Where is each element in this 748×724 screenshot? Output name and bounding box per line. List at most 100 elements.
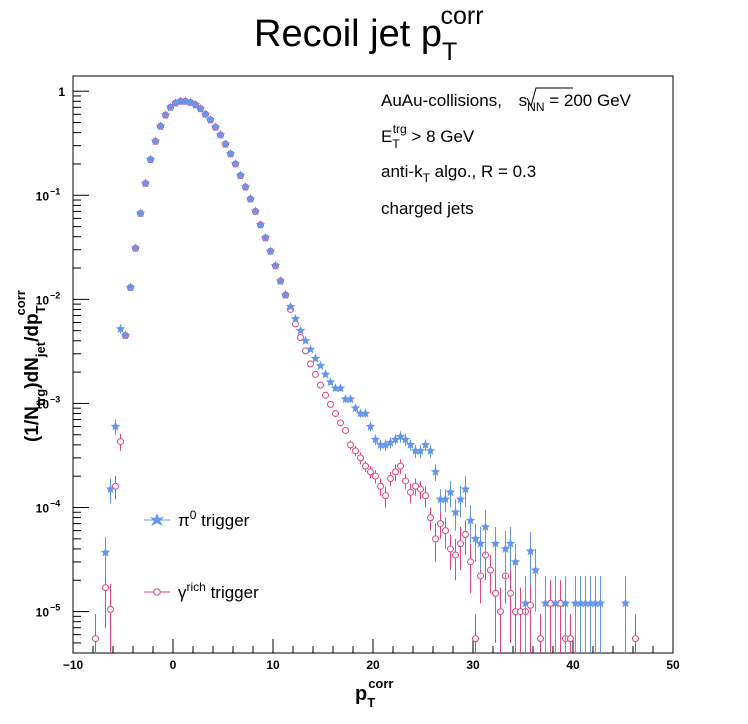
data-point-star	[175, 96, 186, 106]
data-point-star	[575, 598, 586, 608]
data-point-circle	[472, 635, 479, 643]
data-series	[92, 96, 639, 653]
data-point-star	[210, 122, 221, 132]
y-tick-exponent: −2	[50, 290, 60, 300]
data-point-star	[505, 538, 516, 548]
y-tick-label: 10	[36, 293, 50, 307]
x-tick-label: −10	[63, 658, 84, 672]
circle-marker-icon	[153, 588, 161, 596]
data-point-star	[510, 556, 521, 566]
data-point-star	[130, 243, 141, 253]
data-point-star	[135, 208, 146, 218]
data-point-circle	[312, 370, 319, 378]
annotation-energy-cut: ETtrg > 8 GeV	[381, 122, 475, 151]
annotation-jets: charged jets	[381, 199, 474, 218]
data-point-star	[180, 96, 191, 106]
sqrt-symbol-icon	[526, 87, 573, 108]
data-point-star	[315, 360, 326, 370]
data-point-circle	[497, 608, 504, 616]
data-point-star	[265, 246, 276, 256]
data-point-star	[305, 344, 316, 354]
data-point-star	[235, 170, 246, 180]
data-point-circle	[437, 520, 444, 528]
data-point-circle	[372, 472, 379, 480]
data-point-star	[325, 377, 336, 387]
x-tick-label: 40	[566, 658, 580, 672]
star-marker-icon	[150, 513, 164, 526]
annotation-collisions: AuAu-collisions, sNN = 200 GeV	[381, 91, 632, 114]
data-point-circle	[417, 485, 424, 493]
data-point-circle	[537, 635, 544, 643]
data-point-star	[455, 494, 466, 504]
data-point-circle	[457, 540, 464, 548]
y-tick-exponent: −3	[50, 394, 60, 404]
data-point-star	[190, 99, 201, 109]
data-point-circle	[462, 531, 469, 539]
data-point-circle	[322, 391, 329, 399]
data-point-star	[590, 598, 601, 608]
data-point-circle	[632, 635, 639, 643]
data-point-star	[285, 301, 296, 311]
data-point-star	[425, 445, 436, 455]
data-point-star	[450, 507, 461, 517]
data-point-circle	[107, 605, 114, 613]
data-point-star	[255, 219, 266, 229]
data-point-star	[185, 97, 196, 107]
data-point-star	[165, 102, 176, 112]
data-point-circle	[342, 426, 349, 434]
data-point-star	[470, 533, 481, 543]
y-axis: 110−110−210−310−410−5	[36, 85, 89, 654]
data-point-star	[250, 206, 261, 216]
data-point-circle	[297, 334, 304, 342]
data-point-circle	[442, 527, 449, 535]
data-point-circle	[357, 454, 364, 462]
data-point-circle	[117, 438, 124, 446]
data-point-circle	[422, 492, 429, 500]
data-point-circle	[367, 468, 374, 476]
data-point-star	[360, 408, 371, 418]
data-point-circle	[467, 558, 474, 566]
y-axis-label: (1/Ntrg)dNjet/dpTcorr	[13, 290, 48, 442]
x-axis: −10 0 10 20 30 40 50	[63, 639, 680, 672]
data-point-star	[540, 598, 551, 608]
data-point-star	[435, 494, 446, 504]
data-point-circle	[402, 477, 409, 485]
data-point-star	[460, 484, 471, 494]
data-point-star	[205, 114, 216, 124]
data-point-star	[335, 383, 346, 393]
data-point-circle	[407, 488, 414, 496]
series-pi0	[100, 96, 631, 653]
data-point-star	[400, 434, 411, 444]
data-point-star	[475, 538, 486, 548]
legend-label-pi0: π0 trigger	[178, 508, 250, 530]
data-point-circle	[447, 545, 454, 553]
data-point-star	[100, 547, 111, 557]
data-point-circle	[102, 584, 109, 592]
data-point-star	[420, 439, 431, 449]
annotation-algorithm: anti-kT algo., R = 0.3	[381, 162, 536, 185]
y-tick-label: 10	[36, 606, 50, 620]
data-point-star	[155, 121, 166, 131]
data-point-circle	[432, 535, 439, 543]
data-point-circle	[332, 410, 339, 418]
data-point-star	[125, 282, 136, 292]
data-point-star	[220, 139, 231, 149]
data-point-star	[280, 290, 291, 300]
data-point-star	[200, 109, 211, 119]
data-point-circle	[427, 514, 434, 522]
data-point-star	[215, 129, 226, 139]
x-axis-label: pTcorr	[355, 676, 394, 710]
data-point-circle	[487, 566, 494, 574]
data-point-star	[355, 408, 366, 418]
data-point-star	[390, 434, 401, 444]
data-point-star	[345, 394, 356, 404]
data-point-star	[410, 445, 421, 455]
y-tick-label: 10	[36, 397, 50, 411]
x-tick-label: 50	[666, 658, 680, 672]
data-point-circle	[92, 635, 99, 643]
data-point-circle	[507, 589, 514, 597]
legend-label-gamma: γrich trigger	[178, 580, 259, 602]
data-point-circle	[477, 572, 484, 580]
data-point-star	[365, 421, 376, 431]
